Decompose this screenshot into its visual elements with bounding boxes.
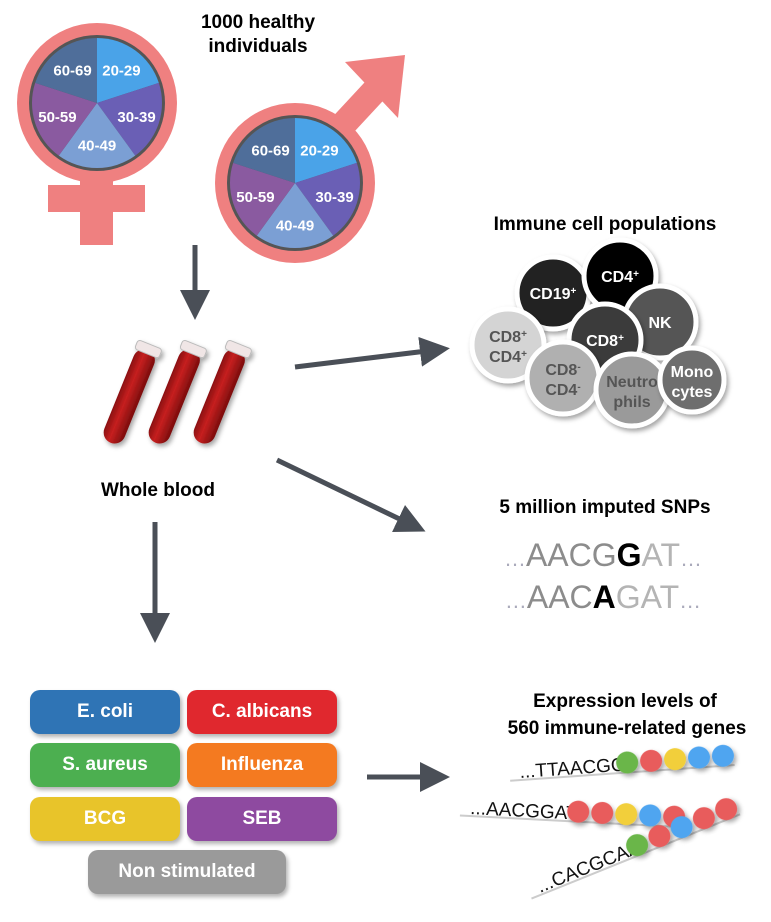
stimulus-influenza: Influenza	[187, 743, 337, 787]
snp-sequence-1: …AACGGAT…	[504, 537, 702, 573]
pie-slice-60-69	[233, 118, 295, 183]
pie-slice-30-39	[97, 82, 163, 156]
stimulus-s-aureus: S. aureus	[30, 743, 180, 787]
pie-label: 20-29	[102, 62, 140, 79]
cell-label: phils	[613, 394, 650, 411]
cell-label: CD8+	[489, 329, 527, 347]
pie-slice-50-59	[229, 162, 295, 236]
pie-label: 50-59	[38, 109, 76, 126]
pie-label: 20-29	[300, 142, 338, 159]
gene-sequence: ...AACGGAT	[470, 798, 579, 825]
immune-cell-cluster: CD19+ CD4+ NK CD8+ CD8+ CD4+ CD8- CD4- Neutro phi…	[469, 237, 727, 429]
cell-label: CD19+	[530, 286, 577, 304]
blood-label: Whole blood	[101, 480, 215, 501]
cell-neutrophils: Neutro phils	[593, 351, 671, 429]
pie-label: 30-39	[315, 189, 353, 206]
cell-label: NK	[648, 315, 672, 332]
pie-slice-30-39	[295, 162, 360, 236]
cohort-title-line1: 1000 healthy	[201, 12, 315, 33]
pie-label: 60-69	[251, 142, 289, 159]
expression-dot	[640, 749, 663, 772]
arrow-blood-to-cells	[294, 336, 450, 370]
expression-title-line2: 560 immune-related genes	[508, 718, 747, 739]
expression-dot	[715, 798, 738, 821]
snp-variant-2: A	[593, 579, 616, 615]
snp-variant-1: G	[617, 537, 642, 573]
expression-dot	[688, 746, 711, 769]
snp-title: 5 million imputed SNPs	[499, 497, 710, 518]
stimulus-seb: SEB	[187, 797, 337, 841]
expression-title-line1: Expression levels of	[533, 691, 717, 712]
cell-cd8cd4: CD8- CD4-	[524, 339, 602, 417]
expression-strand: ...AACGGAT	[459, 798, 686, 829]
pie-slice-50-59	[32, 82, 98, 156]
blood-tubes-icon	[103, 339, 252, 444]
cell-label: Mono	[671, 364, 714, 381]
expression-dot	[616, 751, 639, 774]
flow-arrows	[140, 245, 450, 792]
arrow-blood-to-snps	[275, 457, 426, 533]
stimulus-c-albicans: C. albicans	[187, 690, 337, 734]
pie-slice-20-29	[97, 38, 159, 103]
expression-strand: ...TTAACGG	[510, 744, 735, 783]
cohort-title-line2: individuals	[208, 36, 307, 57]
pie-label: 50-59	[236, 189, 274, 206]
expression-dot	[664, 748, 687, 771]
pie-slice-40-49	[58, 103, 136, 168]
cell-monocytes: Mono cytes	[657, 345, 727, 415]
pie-label: 40-49	[78, 138, 116, 155]
cell-label: CD4-	[545, 382, 580, 400]
cell-label: cytes	[672, 384, 713, 401]
immune-title: Immune cell populations	[494, 214, 717, 235]
pie-slice-60-69	[35, 38, 97, 103]
cell-label: Neutro	[606, 374, 658, 391]
cell-label: CD4+	[489, 349, 527, 367]
stimulus-non-stimulated: Non stimulated	[88, 850, 286, 894]
pie-label: 40-49	[276, 218, 314, 235]
pie-slice-40-49	[256, 183, 334, 249]
snp-sequence-2: …AACAGAT…	[505, 579, 701, 615]
stimulus-bcg: BCG	[30, 797, 180, 841]
expression-dot	[670, 816, 693, 839]
cell-label: CD8+	[586, 333, 624, 351]
pie-label: 60-69	[53, 62, 91, 79]
expression-strands: ...TTAACGG...AACGGAT...CACGCAA	[459, 744, 741, 900]
pie-label: 30-39	[117, 109, 155, 126]
stimulus-e-coli: E. coli	[30, 690, 180, 734]
cell-cd8cd4: CD8+ CD4+	[469, 306, 547, 384]
expression-dot	[591, 801, 614, 824]
cell-label: CD8-	[545, 362, 580, 380]
expression-dot	[639, 804, 662, 827]
pie-slice-20-29	[295, 118, 357, 183]
expression-dot	[692, 807, 715, 830]
cell-label: CD4+	[601, 269, 639, 287]
expression-dot	[648, 825, 671, 848]
expression-dot	[626, 834, 649, 857]
expression-dot	[567, 800, 590, 823]
expression-dot	[711, 744, 734, 767]
expression-dot	[615, 803, 638, 826]
gene-sequence: ...TTAACGG	[519, 755, 626, 783]
